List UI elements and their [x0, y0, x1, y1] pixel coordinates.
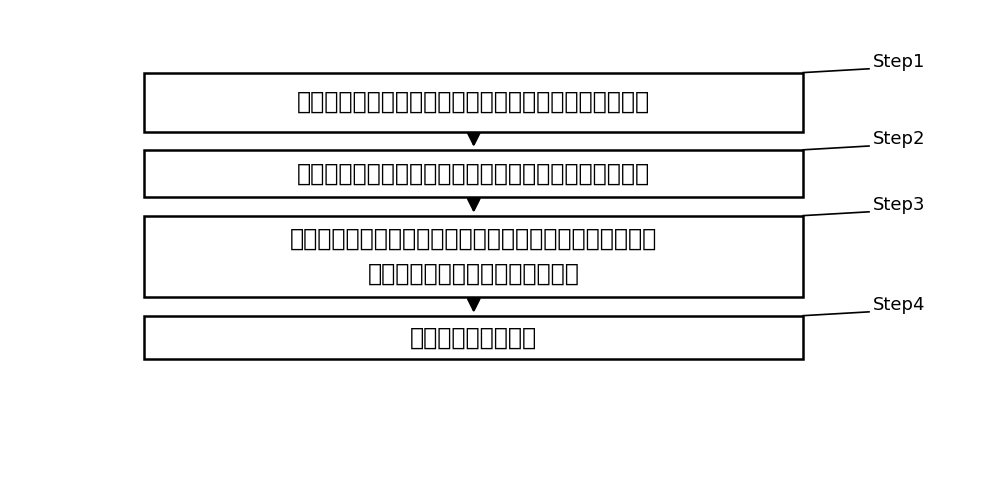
Text: Step4: Step4	[873, 296, 925, 314]
Text: 对测距结果进行校验: 对测距结果进行校验	[410, 326, 537, 350]
Text: Step1: Step1	[873, 53, 925, 71]
Text: Step2: Step2	[873, 130, 925, 148]
Bar	[144, 73, 803, 131]
Bar	[144, 215, 803, 297]
Text: Step3: Step3	[873, 196, 925, 214]
Text: 采集线路单端所获得的行波信号并计算行波信号的变化量: 采集线路单端所获得的行波信号并计算行波信号的变化量	[297, 90, 650, 114]
Bar	[144, 150, 803, 198]
Text: 寻找所述测距信号的第一个波头以及第二个波头，利用所述
两个波头的时间差计算出故障距离: 寻找所述测距信号的第一个波头以及第二个波头，利用所述 两个波头的时间差计算出故障…	[290, 227, 657, 286]
Text: 对所述行波信号的变化量进行奇次幂变换，构造测距信号: 对所述行波信号的变化量进行奇次幂变换，构造测距信号	[297, 162, 650, 186]
Bar	[144, 316, 803, 360]
